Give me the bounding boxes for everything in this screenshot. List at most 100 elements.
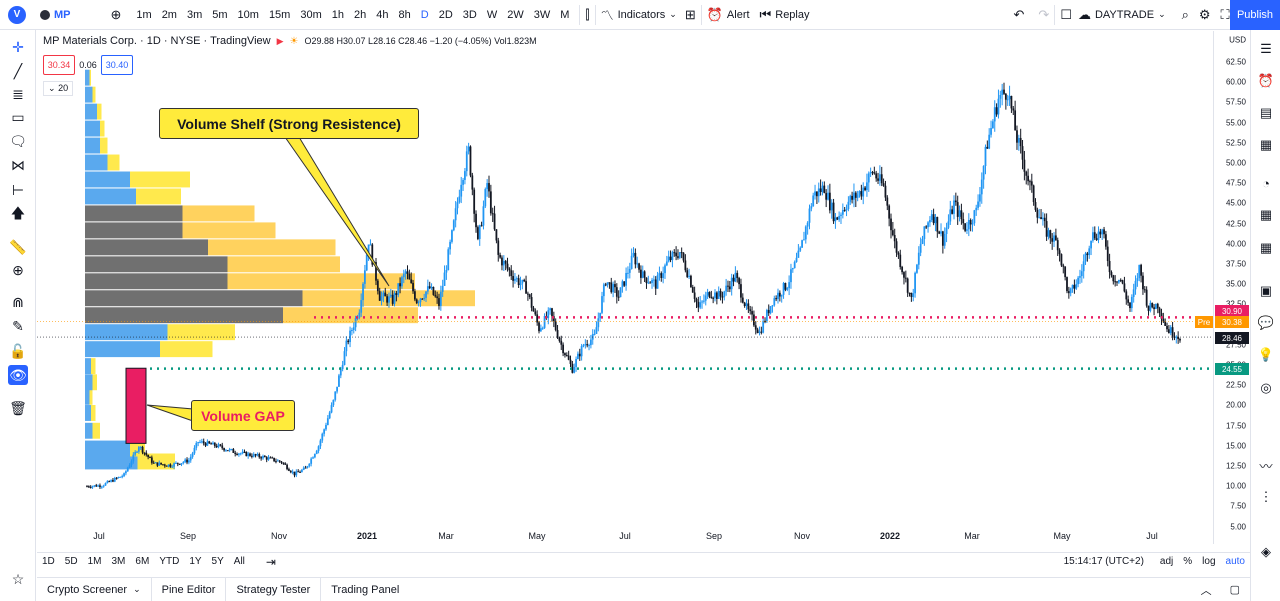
timeframe-5m[interactable]: 5m	[212, 8, 228, 21]
symbol-title[interactable]: MP Materials Corp. · 1D · NYSE · Trading…	[43, 35, 271, 47]
timeframe-2W[interactable]: 2W	[507, 8, 524, 21]
buy-button[interactable]: 30.40	[101, 55, 133, 75]
replay-button[interactable]: Replay	[775, 8, 810, 21]
symbol-search[interactable]: MP	[40, 9, 71, 21]
timeframe-D[interactable]: D	[420, 8, 429, 21]
range-1D[interactable]: 1D	[42, 556, 55, 567]
chevron-down-icon[interactable]: ⌄	[1158, 9, 1166, 19]
timeframe-3D[interactable]: 3D	[462, 8, 477, 21]
indicators-icon[interactable]: 〽	[600, 8, 614, 23]
time-axis[interactable]: Jul Sep Nov 2021 Mar May Jul Sep Nov 2022 Mar May Ju…	[37, 528, 1213, 544]
alerts-clock-icon[interactable]: ⏰	[1257, 73, 1275, 88]
data-window-icon[interactable]: ▤	[1259, 105, 1273, 120]
rectangle-tool-icon[interactable]: ▭	[11, 108, 25, 125]
trend-line-icon[interactable]: ╱	[13, 62, 23, 79]
volume-gap-callout[interactable]: Volume GAP	[191, 400, 295, 431]
range-1M[interactable]: 1M	[87, 556, 102, 567]
timeframe-4h[interactable]: 4h	[376, 8, 389, 21]
volume-profile-legend[interactable]: ⌄ 20	[43, 81, 74, 96]
news-icon[interactable]: ▦	[1259, 207, 1273, 222]
timeframe-8h[interactable]: 8h	[398, 8, 411, 21]
star-icon[interactable]: ☆	[11, 570, 25, 587]
auto-toggle[interactable]: auto	[1225, 556, 1245, 567]
tab-trading-panel[interactable]: Trading Panel	[331, 583, 400, 596]
flag-icon[interactable]: ▶	[276, 35, 284, 46]
fib-icon[interactable]: ≣	[12, 85, 24, 102]
watchlist-icon[interactable]: ☰	[1260, 41, 1272, 56]
stream-icon[interactable]: ◎	[1260, 380, 1272, 395]
search-icon[interactable]: ⌕	[1181, 6, 1189, 22]
currency-label[interactable]: USD	[1229, 35, 1246, 45]
ideas-icon[interactable]: ▣	[1259, 283, 1273, 298]
hotlist-icon[interactable]: ▦	[1259, 137, 1273, 152]
chart-pane[interactable]: MP Materials Corp. · 1D · NYSE · Trading…	[37, 31, 1213, 544]
indicators-button[interactable]: Indicators	[617, 8, 666, 21]
alert-button[interactable]: Alert	[726, 8, 750, 21]
tab-crypto-screener[interactable]: Crypto Screener ⌄	[37, 577, 152, 601]
timeframe-2D[interactable]: 2D	[438, 8, 453, 21]
range-5D[interactable]: 5D	[64, 556, 78, 567]
range-6M[interactable]: 6M	[135, 556, 150, 567]
undo-icon[interactable]: ↶	[1013, 6, 1025, 22]
user-avatar[interactable]: V	[8, 5, 26, 24]
chevron-up-icon[interactable]: ︿	[1200, 584, 1212, 597]
timeframe-30m[interactable]: 30m	[300, 8, 322, 21]
lightbulb-icon[interactable]: 💡	[1257, 347, 1275, 362]
magnet-icon[interactable]: ⋒	[12, 293, 24, 310]
range-1Y[interactable]: 1Y	[189, 556, 202, 567]
trash-icon[interactable]: 🗑	[9, 399, 27, 416]
volume-shelf-callout[interactable]: Volume Shelf (Strong Resistence)	[159, 108, 419, 139]
plus-circle-icon[interactable]: ⊕	[110, 6, 122, 22]
timeframe-2h[interactable]: 2h	[354, 8, 367, 21]
crosshair-icon[interactable]: ✛	[12, 38, 24, 55]
pattern-tool-icon[interactable]: ⋈	[11, 156, 25, 173]
layout-name[interactable]: DAYTRADE	[1094, 8, 1155, 21]
redo-icon[interactable]: ↷	[1038, 6, 1050, 22]
dom-icon[interactable]: ⋮	[1259, 489, 1273, 504]
prediction-tool-icon[interactable]: ⊢	[11, 181, 25, 198]
percent-toggle[interactable]: %	[1183, 556, 1193, 567]
adj-toggle[interactable]: adj	[1159, 556, 1174, 567]
zoom-in-icon[interactable]: ⊕	[12, 261, 24, 278]
chat-icon[interactable]: 💬	[1257, 315, 1275, 330]
timeframe-1m[interactable]: 1m	[136, 8, 152, 21]
layers-icon[interactable]: ◈	[1261, 544, 1271, 559]
replay-icon[interactable]: ⏮	[759, 6, 772, 22]
templates-icon[interactable]: ⊞	[684, 6, 696, 22]
text-tool-icon[interactable]: 🗨	[9, 132, 27, 149]
clock-time[interactable]: 15:14:17 (UTC+2)	[1063, 556, 1144, 567]
candle-type-icon[interactable]: ⫿	[585, 6, 590, 22]
tab-strategy-tester[interactable]: Strategy Tester	[226, 577, 322, 601]
timeframe-3m[interactable]: 3m	[186, 8, 203, 21]
chevron-down-icon[interactable]: ⌄	[669, 9, 677, 19]
layout-square-icon[interactable]: ☐	[1060, 6, 1072, 22]
maximize-panel-icon[interactable]: ▢	[1229, 584, 1240, 596]
range-YTD[interactable]: YTD	[159, 556, 180, 567]
timeframe-10m[interactable]: 10m	[237, 8, 259, 21]
range-All[interactable]: All	[233, 556, 245, 567]
lock-icon[interactable]: 🔓	[9, 342, 27, 359]
tab-pine-editor[interactable]: Pine Editor	[152, 577, 227, 601]
arrow-up-icon[interactable]: 🡅	[10, 205, 26, 221]
timeframe-2m[interactable]: 2m	[161, 8, 177, 21]
timeframe-15m[interactable]: 15m	[268, 8, 291, 21]
log-toggle[interactable]: log	[1202, 556, 1216, 567]
gear-icon[interactable]: ⚙	[1198, 6, 1211, 22]
price-chart[interactable]	[37, 31, 1213, 544]
timeframe-1h[interactable]: 1h	[331, 8, 344, 21]
trading-icon[interactable]: 〰	[1259, 458, 1273, 474]
timeframe-W[interactable]: W	[486, 8, 498, 21]
timeframe-M[interactable]: M	[560, 8, 570, 21]
fullscreen-icon[interactable]: ⛶	[1220, 6, 1230, 22]
goto-date-icon[interactable]: ⇥	[265, 554, 276, 569]
sell-button[interactable]: 30.34	[43, 55, 75, 75]
range-5Y[interactable]: 5Y	[211, 556, 224, 567]
calendar-icon[interactable]: ◔	[1262, 175, 1270, 191]
publish-button[interactable]: Publish	[1230, 0, 1280, 30]
calendar-grid-icon[interactable]: ▦	[1259, 240, 1273, 255]
price-axis[interactable]: USD 62.50 60.00 57.50 55.00 52.50 50.00 47.50 4…	[1195, 31, 1250, 544]
range-3M[interactable]: 3M	[111, 556, 126, 567]
ruler-icon[interactable]: 📏	[9, 238, 27, 255]
alert-icon[interactable]: ⏰	[706, 6, 723, 22]
timeframe-3W[interactable]: 3W	[533, 8, 551, 21]
